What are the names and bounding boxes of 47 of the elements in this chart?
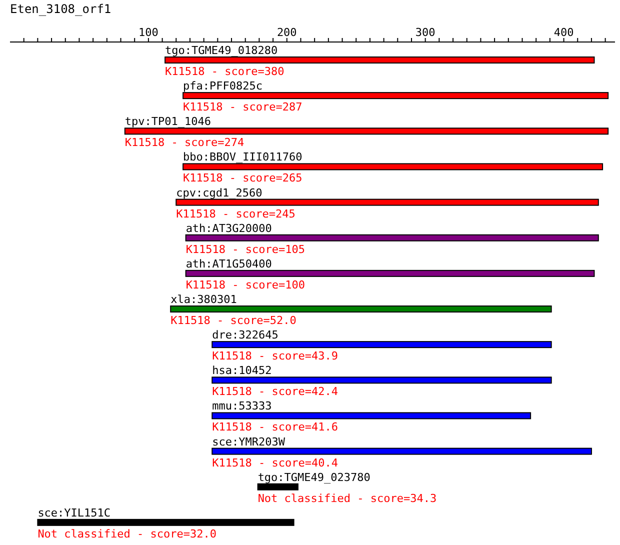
y-tick-label: tgo:TGME49_018280 (165, 44, 278, 57)
y-tick-label: hsa:10452 (212, 364, 272, 378)
y-tick-label: ath:AT3G20000 (186, 222, 272, 235)
annotation: K11518 - score=105 (186, 242, 306, 256)
bar (182, 92, 609, 100)
y-tick-label: sce:YMR203W (212, 435, 286, 448)
bar (185, 234, 599, 242)
annotation: K11518 - score=40.4 (212, 456, 338, 470)
y-tick-label: xla:380301 (170, 293, 237, 306)
bar (182, 163, 604, 170)
annotation: K11518 - score=100 (186, 278, 306, 292)
x-tick-label: 400 (554, 26, 574, 39)
y-tick-label: cpv:cgd1_2560 (176, 186, 262, 200)
bar (212, 341, 552, 348)
annotation: K11518 - score=43.9 (212, 350, 338, 363)
y-tick-label: mmu:53333 (212, 400, 272, 413)
annotation: K11518 - score=274 (124, 136, 244, 150)
y-tick-label: dre:322645 (212, 328, 278, 342)
annotation: K11518 - score=245 (176, 207, 296, 220)
chart-title: Eten_3108_orf1 (10, 2, 112, 16)
bar (212, 448, 592, 455)
bar (212, 376, 552, 384)
y-tick-label: bbo:BBOV_III011760 (183, 150, 302, 164)
annotation: K11518 - score=265 (183, 172, 302, 185)
bar (212, 412, 532, 420)
y-tick-label: tpv:TP01_1046 (124, 115, 211, 128)
bar (170, 306, 552, 312)
bar (257, 483, 298, 490)
annotation: K11518 - score=287 (183, 100, 302, 114)
x-tick-label: 100 (138, 26, 158, 39)
bar (37, 518, 294, 526)
annotation: K11518 - score=52.0 (170, 314, 296, 327)
annotation: K11518 - score=380 (165, 65, 284, 78)
y-tick-label: pfa:PFF0825c (183, 80, 263, 93)
bar (164, 56, 595, 64)
x-tick-label: 300 (415, 26, 436, 39)
annotation: K11518 - score=42.4 (212, 385, 338, 398)
bar (176, 198, 599, 206)
y-tick-label: ath:AT1G50400 (186, 257, 272, 270)
x-tick-label: 200 (276, 26, 297, 39)
bar (185, 270, 595, 277)
annotation: Not classified - score=32.0 (38, 527, 216, 540)
bar (124, 128, 609, 135)
annotation: Not classified - score=34.3 (258, 492, 437, 505)
y-tick-label: sce:YIL151C (38, 506, 111, 520)
y-tick-label: tgo:TGME49_023780 (258, 470, 370, 484)
annotation: K11518 - score=41.6 (212, 420, 338, 434)
